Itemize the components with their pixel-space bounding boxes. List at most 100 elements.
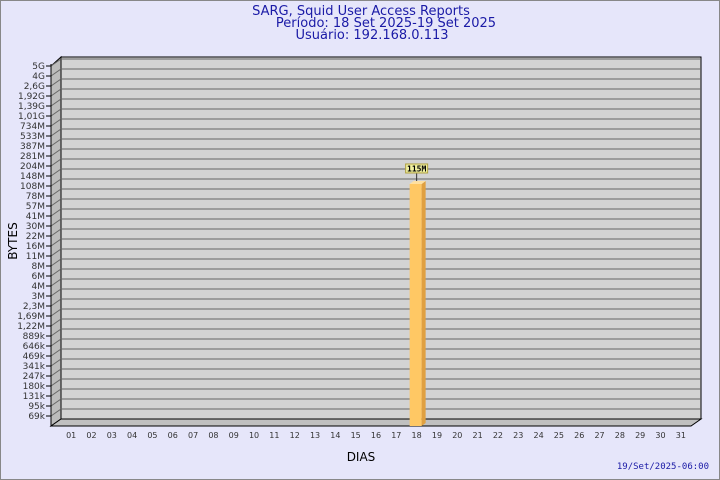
x-tick-label: 23: [513, 431, 523, 440]
y-tick-label: 734M: [20, 122, 45, 132]
gridline-side: [50, 78, 62, 87]
y-tick-label: 1,01G: [18, 112, 45, 122]
y-tick-label: 11M: [26, 252, 45, 262]
gridline-side: [50, 348, 62, 357]
x-axis-label: DIAS: [347, 450, 376, 464]
x-tick-label: 01: [66, 431, 76, 440]
x-tick-label: 25: [554, 431, 564, 440]
gridline-side: [50, 318, 62, 327]
x-tick-label: 05: [147, 431, 157, 440]
y-tick-label: 6M: [32, 272, 46, 282]
x-tick-label: 12: [290, 431, 300, 440]
x-tick-label: 10: [249, 431, 259, 440]
y-tick-label: 4G: [32, 72, 45, 82]
plot-back-wall: [60, 56, 702, 420]
y-tick-label: 4M: [32, 282, 46, 292]
gridline-side: [50, 88, 62, 97]
y-tick-label: 22M: [26, 232, 45, 242]
x-tick-label: 30: [655, 431, 665, 440]
x-tick-label: 26: [574, 431, 584, 440]
gridline-side: [50, 268, 62, 277]
y-tick-label: 889k: [23, 332, 46, 342]
x-tick-label: 07: [188, 431, 198, 440]
gridline-side: [50, 378, 62, 387]
x-tick-label: 04: [127, 431, 137, 440]
x-tick-label: 20: [452, 431, 462, 440]
gridline-side: [50, 278, 62, 287]
y-tick-label: 247k: [23, 372, 46, 382]
y-tick-label: 5G: [32, 62, 45, 72]
gridline-side: [50, 198, 62, 207]
y-tick-label: 30M: [26, 222, 45, 232]
x-tick-label: 13: [310, 431, 320, 440]
chart-title: SARG, Squid User Access Reports: [252, 4, 470, 19]
gridline-side: [50, 338, 62, 347]
data-label-box: [405, 163, 429, 174]
period-label: Período: 18 Set 2025-19 Set 2025: [275, 16, 497, 31]
gridline-side: [50, 58, 62, 67]
y-tick-label: 281M: [20, 152, 45, 162]
gridline-side: [50, 148, 62, 157]
y-tick-label: 69k: [28, 412, 45, 422]
x-tick-label: 17: [391, 431, 401, 440]
x-tick-label: 27: [594, 431, 604, 440]
gridline-side: [50, 208, 62, 217]
gridline-side: [50, 188, 62, 197]
gridline-side: [50, 168, 62, 177]
x-tick-label: 24: [533, 431, 543, 440]
y-tick-label: 341k: [23, 362, 46, 372]
gridline-side: [50, 178, 62, 187]
y-tick-label: 387M: [20, 142, 45, 152]
x-tick-label: 14: [330, 431, 340, 440]
x-tick-label: 19: [432, 431, 442, 440]
y-tick-label: 131k: [23, 392, 46, 402]
gridline-side: [50, 128, 62, 137]
gridline-side: [50, 298, 62, 307]
x-tick-label: 31: [676, 431, 686, 440]
gridline-side: [50, 248, 62, 257]
gridline-side: [50, 398, 62, 407]
plot-floor: [49, 418, 703, 427]
y-tick-label: 180k: [23, 382, 46, 392]
y-tick-label: 57M: [26, 202, 45, 212]
gridline-side: [50, 288, 62, 297]
y-tick-label: 78M: [26, 192, 45, 202]
x-tick-label: 02: [86, 431, 96, 440]
y-tick-label: 148M: [20, 172, 45, 182]
x-tick-label: 18: [412, 431, 422, 440]
y-tick-label: 1,92G: [18, 92, 45, 102]
x-tick-label: 06: [168, 431, 178, 440]
y-tick-label: 1,39G: [18, 102, 45, 112]
gridline-side: [50, 68, 62, 77]
user-label: Usuário: 192.168.0.113: [295, 28, 449, 43]
y-tick-label: 2,6G: [24, 82, 45, 92]
gridline-side: [50, 238, 62, 247]
y-tick-label: 8M: [32, 262, 46, 272]
gridline-side: [50, 118, 62, 127]
bar-top: [409, 180, 426, 184]
x-tick-label: 28: [615, 431, 625, 440]
gridline-side: [50, 388, 62, 397]
x-tick-label: 22: [493, 431, 503, 440]
gridline-side: [50, 158, 62, 167]
gridline-side: [50, 228, 62, 237]
y-axis-label: BYTES: [6, 222, 20, 259]
gridline-side: [50, 358, 62, 367]
y-tick-label: 204M: [20, 162, 45, 172]
x-tick-label: 21: [473, 431, 483, 440]
bar-side: [421, 180, 426, 426]
y-tick-label: 95k: [28, 402, 45, 412]
y-tick-label: 3M: [32, 292, 46, 302]
gridline-side: [50, 328, 62, 337]
x-tick-label: 15: [351, 431, 361, 440]
gridline-side: [50, 138, 62, 147]
x-tick-label: 03: [107, 431, 117, 440]
y-tick-label: 469k: [23, 352, 46, 362]
y-tick-label: 533M: [20, 132, 45, 142]
data-label: 115M: [407, 164, 426, 173]
gridline-side: [50, 368, 62, 377]
gridline-side: [50, 308, 62, 317]
y-tick-label: 1,69M: [17, 312, 45, 322]
